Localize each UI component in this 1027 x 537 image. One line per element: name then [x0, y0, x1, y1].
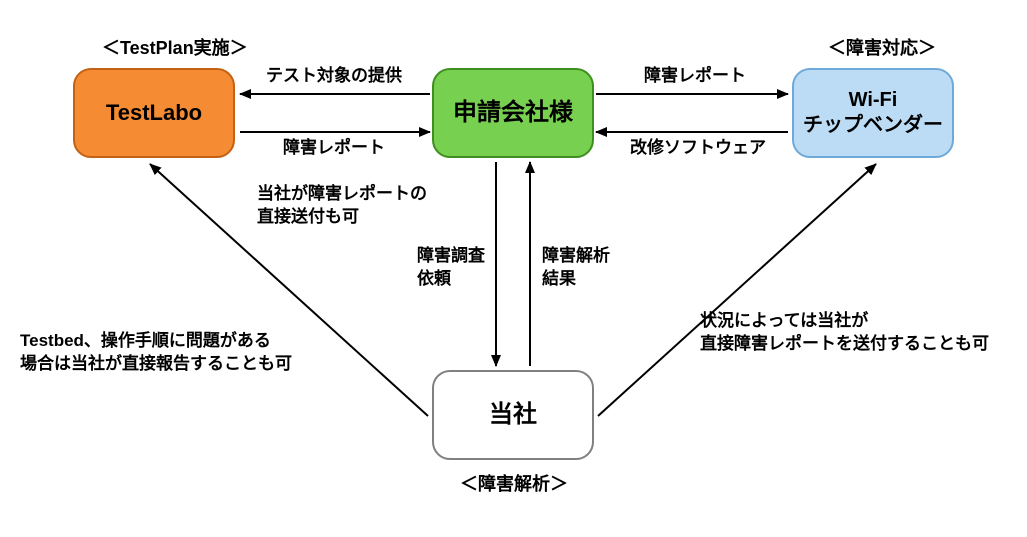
label-analysis-result: 障害解析 結果 [542, 245, 610, 291]
arrow [598, 164, 876, 416]
role-label-wifi: ＜障害対応＞ [828, 34, 936, 60]
label-testbed-note-l2: 場合は当社が直接報告することも可 [20, 354, 292, 373]
node-applicant: 申請会社様 [432, 68, 594, 158]
label-situation-note-l2: 直接障害レポートを送付することも可 [700, 334, 989, 353]
node-wifi: Wi-Fi チップベンダー [792, 68, 954, 158]
node-wifi-label-2: チップベンダー [803, 113, 943, 138]
node-wifi-label-1: Wi-Fi [849, 88, 898, 113]
label-situation-note-l1: 状況によっては当社が [700, 311, 868, 330]
label-testbed-note-l1: Testbed、操作手順に問題がある [20, 331, 271, 350]
label-analysis-result-l2: 結果 [542, 269, 576, 288]
label-fault-report-left-l1: 障害レポート [283, 138, 385, 157]
label-fault-report-right: 障害レポート [644, 65, 746, 88]
label-fault-report-left: 障害レポート [283, 137, 385, 160]
node-ours: 当社 [432, 370, 594, 460]
label-provide-test-target: テスト対象の提供 [266, 65, 402, 88]
node-testlabo: TestLabo [73, 68, 235, 158]
label-situation-note: 状況によっては当社が 直接障害レポートを送付することも可 [700, 310, 989, 356]
role-label-ours: ＜障害解析＞ [460, 470, 568, 496]
label-investigate-request: 障害調査 依頼 [417, 245, 485, 291]
node-ours-label: 当社 [489, 400, 537, 430]
label-fix-software-l1: 改修ソフトウェア [630, 138, 766, 157]
label-direct-send-note-l1: 当社が障害レポートの [257, 184, 427, 203]
label-provide-test-target-l1: テスト対象の提供 [266, 66, 402, 85]
label-fix-software: 改修ソフトウェア [630, 137, 766, 160]
role-label-testlabo: ＜TestPlan実施＞ [102, 34, 248, 60]
label-fault-report-right-l1: 障害レポート [644, 66, 746, 85]
label-direct-send-note-l2: 直接送付も可 [257, 207, 359, 226]
label-analysis-result-l1: 障害解析 [542, 246, 610, 265]
label-investigate-request-l1: 障害調査 [417, 246, 485, 265]
node-testlabo-label: TestLabo [106, 99, 202, 127]
label-direct-send-note: 当社が障害レポートの 直接送付も可 [257, 183, 427, 229]
label-investigate-request-l2: 依頼 [417, 269, 451, 288]
node-applicant-label: 申請会社様 [453, 98, 573, 128]
label-testbed-note: Testbed、操作手順に問題がある 場合は当社が直接報告することも可 [20, 330, 292, 376]
